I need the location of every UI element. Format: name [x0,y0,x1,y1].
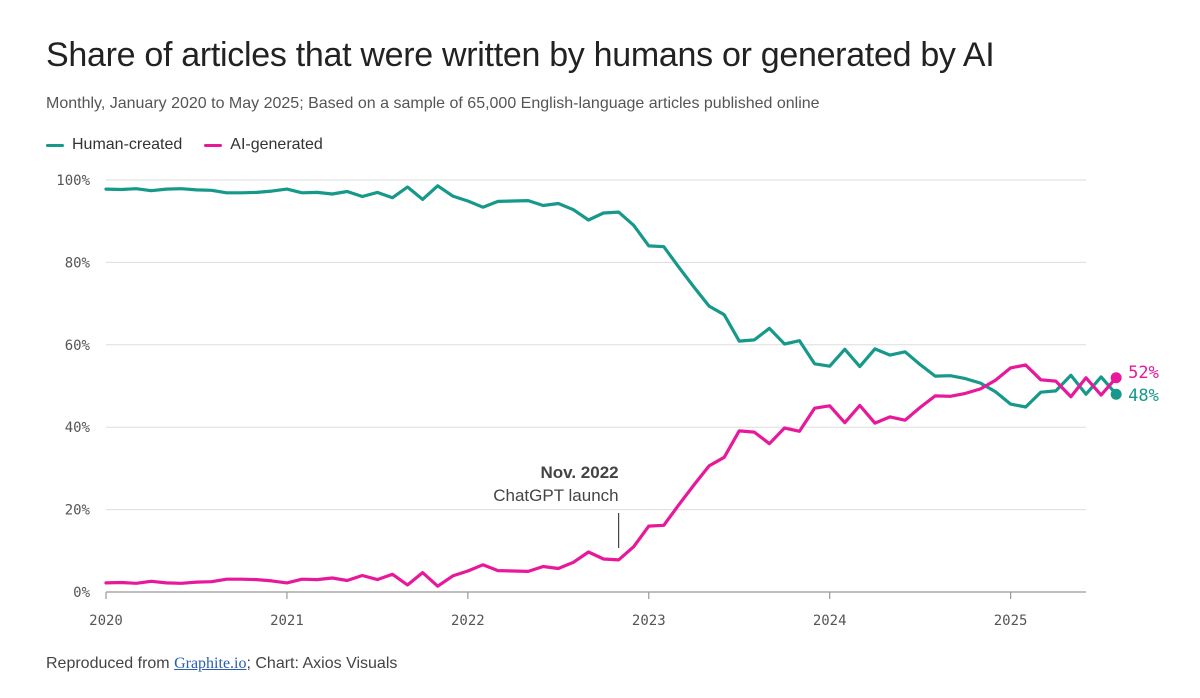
series-end-dot-ai [1110,372,1122,384]
series-end-label-ai: 52% [1128,363,1159,383]
y-tick-label: 0% [73,585,90,601]
series-end-dot-human [1110,388,1122,400]
series-line-ai [104,363,1118,588]
x-tick-label: 2024 [813,613,847,629]
source-prefix: Reproduced from [46,655,175,672]
legend-label-human: Human-created [72,136,183,153]
x-tick-label: 2025 [994,613,1028,629]
legend-swatch-ai [204,143,223,147]
source-link[interactable]: Graphite.io [174,655,247,672]
series-line-human [104,184,1118,409]
x-tick-label: 2021 [270,613,304,629]
chart-title: Share of articles that were written by h… [46,36,995,74]
y-tick-label: 40% [65,420,91,436]
legend-item-human: Human-created [46,136,182,154]
chart-subtitle: Monthly, January 2020 to May 2025; Based… [46,95,820,112]
legend-item-ai: AI-generated [204,136,323,154]
legend: Human-created AI-generated [46,136,323,154]
source-suffix: ; Chart: Axios Visuals [246,655,398,672]
annotation-title: Nov. 2022 [540,463,618,482]
y-tick-label: 100% [56,173,90,189]
series-end-label-human: 48% [1128,386,1159,406]
legend-swatch-human [46,143,64,147]
x-tick-label: 2020 [89,613,123,629]
x-tick-label: 2023 [632,613,666,629]
y-tick-label: 60% [65,338,91,354]
legend-label-ai: AI-generated [230,136,323,153]
x-tick-label: 2022 [451,613,485,629]
y-tick-label: 80% [65,255,91,271]
source-note: Reproduced from Graphite.io; Chart: Axio… [46,655,397,673]
annotation-text: ChatGPT launch [493,486,618,505]
y-tick-label: 20% [65,503,91,519]
